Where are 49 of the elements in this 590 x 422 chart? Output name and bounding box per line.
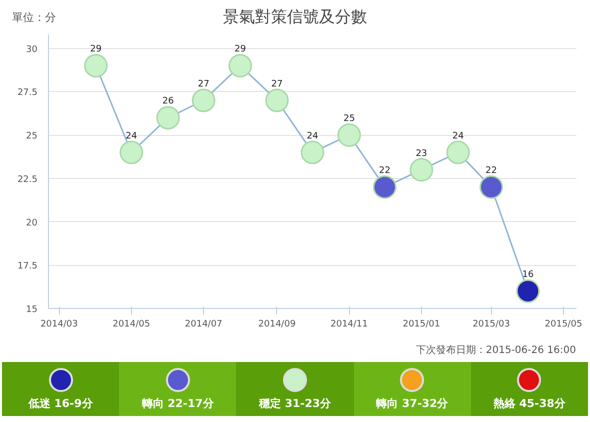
point [446,140,470,164]
data-label: 27 [198,79,210,90]
point [265,88,289,112]
x-tick-label: 2015/05 [544,320,582,330]
y-tick-label: 22.5 [17,174,38,185]
x-tick-label: 2014/03 [40,320,78,330]
data-label: 22 [486,166,497,176]
point [516,279,540,303]
data-label: 24 [126,131,138,142]
text: 轉向 22-17分 [140,396,215,412]
point [228,54,252,78]
x-tick-label: 2014/07 [184,320,222,330]
data-label: 27 [271,79,283,90]
data-label: 16 [522,270,534,280]
y-tick-label: 25 [26,132,38,142]
point [120,140,144,164]
data-label: 25 [343,114,355,124]
point [192,88,216,112]
point [84,54,108,78]
data-label: 23 [416,148,428,159]
point [372,175,396,199]
text: 穩定 31-23分 [258,396,332,412]
point [480,175,504,199]
data-label: 26 [162,96,174,107]
point [156,106,180,130]
y-axis-title: 單位：分 [12,10,56,26]
point [300,140,324,164]
x-tick-label: 2014/09 [258,320,296,330]
text: 熱絡 45-38分 [492,396,566,412]
point [337,123,361,147]
data-label: 29 [90,44,102,55]
data-label: 24 [306,131,318,142]
text: 下次發布日期：2015-06-26 16:00 [414,344,576,358]
point [410,158,434,182]
x-tick-label: 2014/11 [330,320,368,330]
x-tick-label: 2015/03 [472,320,510,330]
data-label: 24 [452,131,464,142]
text: 低迷 16-9分 [27,396,94,412]
y-tick-label: 30 [26,44,38,55]
text: 轉向 37-32分 [375,396,450,412]
data-label: 22 [378,166,390,176]
y-tick-label: 20 [26,218,38,228]
y-tick-label: 15 [26,305,38,315]
chart-title: 景氣對策信號及分數 [223,7,367,26]
y-tick-label: 27.5 [17,88,38,98]
y-tick-label: 17.5 [17,262,38,272]
x-tick-label: 2015/01 [402,320,440,330]
x-tick-label: 2014/05 [112,320,150,330]
data-label: 29 [234,44,246,55]
